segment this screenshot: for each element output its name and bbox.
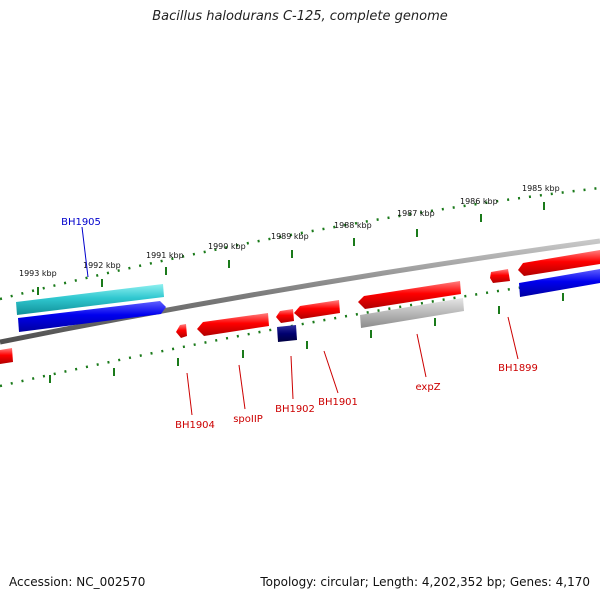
accession-text: Accession: NC_002570 [9,575,146,589]
tick-label-1991: 1991 kbp [146,251,184,260]
tick-label-1989: 1989 kbp [271,232,309,241]
genome-backbone [0,238,600,345]
cds-feature-top-right[interactable] [518,250,600,276]
tick-label-1988: 1988 kbp [334,221,372,230]
gene-label-bh1905[interactable]: BH1905 [61,217,101,228]
tick-label-1993: 1993 kbp [19,269,57,278]
cds-bh1904[interactable] [176,324,187,338]
gene-label-bh1902[interactable]: BH1902 [275,404,315,415]
tick-label-1986: 1986 kbp [460,197,498,206]
cds-spoiip[interactable] [197,313,269,336]
genome-title: Bacillus halodurans C-125, complete geno… [152,9,448,24]
cds-bh1902[interactable] [276,309,294,323]
gene-label-spoiip[interactable]: spoIIP [233,414,263,425]
cds-feature-blue-right[interactable] [519,269,600,297]
cds-feature-small-right[interactable] [490,269,510,283]
inner-tick-ring [0,274,600,388]
cds-expz[interactable] [358,281,461,309]
outer-tick-ring [0,186,600,301]
gene-label-bh1904[interactable]: BH1904 [175,420,215,431]
tick-label-1987: 1987 kbp [397,209,435,218]
tick-label-1990: 1990 kbp [208,242,246,251]
feature-dark-block[interactable] [277,325,297,342]
topology-text: Topology: circular; Length: 4,202,352 bp… [260,575,590,589]
gene-label-lines [81,226,519,416]
rna-feature-bh1905[interactable] [16,284,164,315]
cds-bh1905[interactable] [18,301,166,332]
gene-label-bh1899[interactable]: BH1899 [498,363,538,374]
cds-bh1901[interactable] [294,300,340,319]
cds-left-edge[interactable] [0,348,13,364]
tick-label-1992: 1992 kbp [83,261,121,270]
gene-label-expz[interactable]: expZ [415,382,440,393]
gene-label-bh1901[interactable]: BH1901 [318,397,358,408]
pseudo-feature[interactable] [360,298,464,328]
tick-label-1985: 1985 kbp [522,184,560,193]
